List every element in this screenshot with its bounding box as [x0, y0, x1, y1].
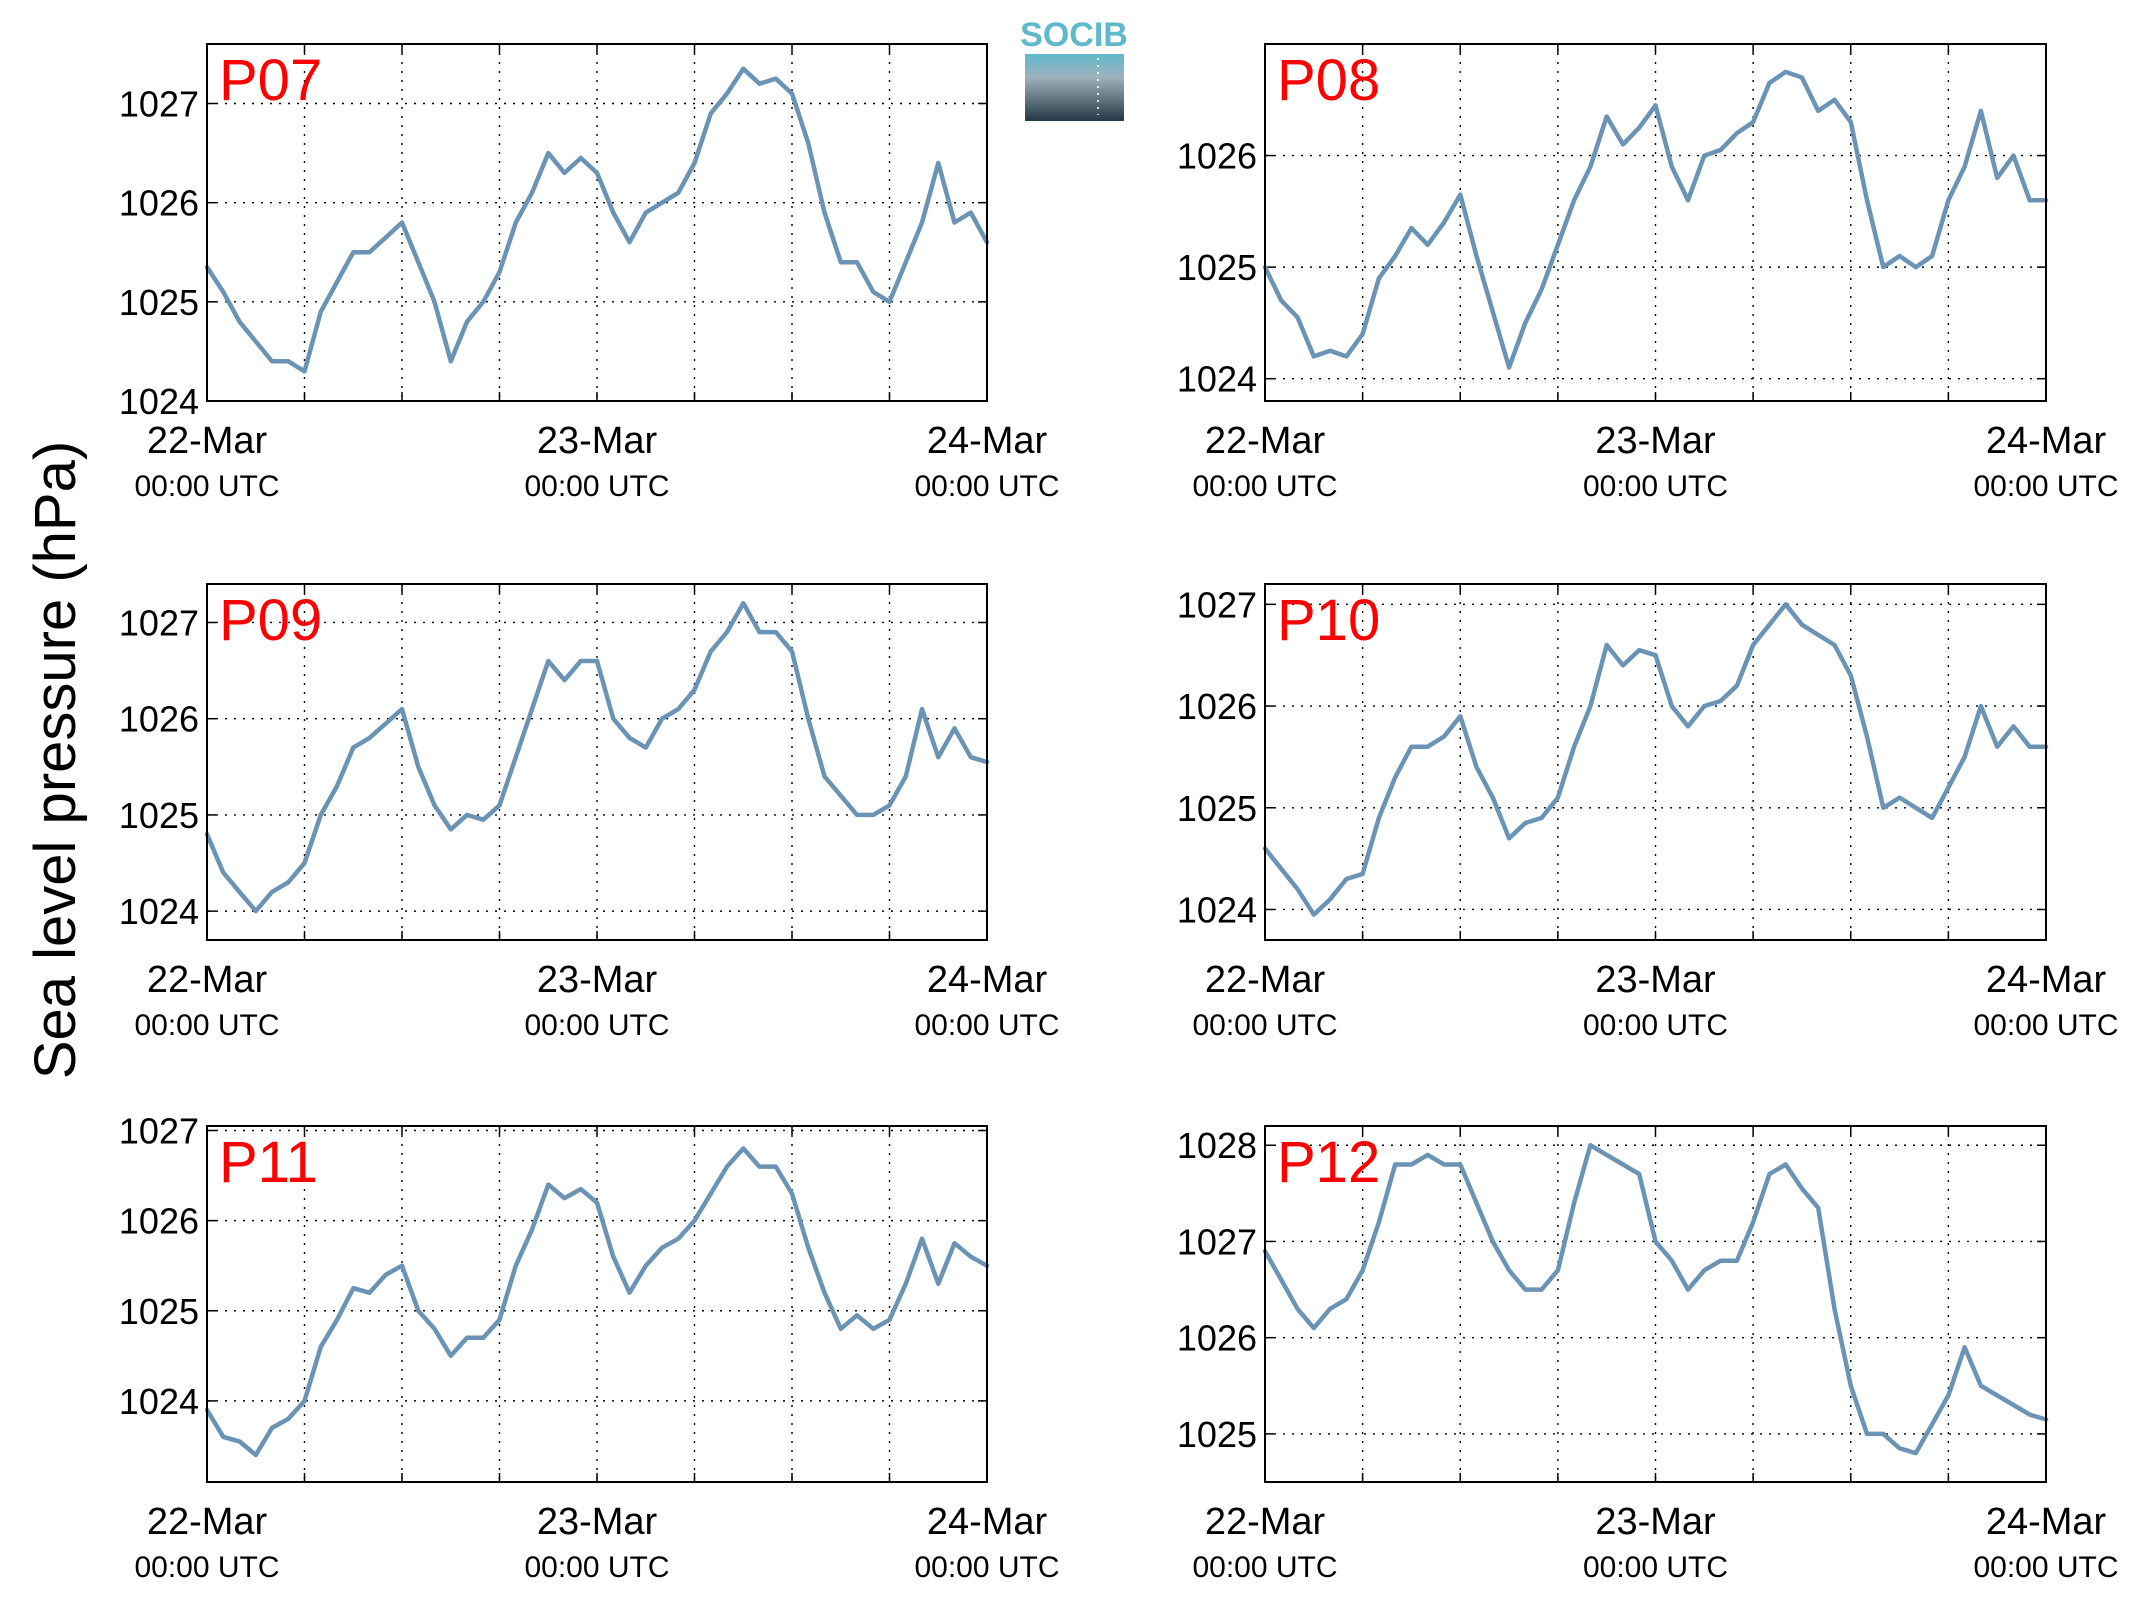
y-tick-label: 1024: [1177, 359, 1257, 400]
panel-p09: 1024 1025 1026 1027 22-Mar 00:00 UTC 23-Mar 00:…: [119, 583, 1060, 1042]
y-axis-label: Sea level pressure (hPa): [23, 441, 88, 1079]
series-line-p08: [1262, 69, 2049, 370]
x-tick-label-time: 00:00 UTC: [914, 1551, 1059, 1584]
panel-title: P11: [219, 1130, 318, 1195]
y-tick-label: 1025: [1177, 247, 1257, 288]
y-tick-label: 1024: [119, 1381, 199, 1422]
y-tick-label: 1026: [1177, 136, 1257, 177]
x-tick-label-date: 24-Mar: [927, 420, 1048, 462]
y-tick-label: 1027: [119, 602, 199, 643]
x-tick-label-time: 00:00 UTC: [1192, 1009, 1337, 1042]
y-tick-label: 1025: [119, 282, 199, 323]
panel-title: P09: [219, 588, 322, 653]
panel-p12: 1025 1026 1027 1028 22-Mar 00:00 UTC 23-Mar 00:…: [1177, 1125, 2119, 1584]
panel-p10: 1024 1025 1026 1027 22-Mar 00:00 UTC 23-Mar 00:…: [1177, 583, 2119, 1042]
x-tick-label-time: 00:00 UTC: [134, 1551, 279, 1584]
y-tick-label: 1028: [1177, 1125, 1257, 1166]
plot-frame: [1264, 1125, 2047, 1483]
x-tick-label-date: 22-Mar: [1205, 959, 1326, 1001]
series-line-p07: [204, 66, 990, 374]
y-tick-label: 1025: [1177, 1414, 1257, 1455]
x-tick-label-date: 24-Mar: [927, 959, 1048, 1001]
series-line-p10: [1262, 602, 2049, 917]
logo-block: [1025, 54, 1124, 121]
panel-title: P10: [1277, 588, 1380, 653]
series-line-p09: [204, 600, 990, 914]
y-tick-label: 1025: [1177, 788, 1257, 829]
x-tick-label-time: 00:00 UTC: [1973, 1551, 2118, 1584]
x-tick-label-time: 00:00 UTC: [914, 1009, 1059, 1042]
x-tick-label-time: 00:00 UTC: [134, 1009, 279, 1042]
x-tick-label-time: 00:00 UTC: [524, 1009, 669, 1042]
plot-frame: [1264, 583, 2047, 941]
x-tick-label-time: 00:00 UTC: [1192, 470, 1337, 503]
x-tick-label-time: 00:00 UTC: [1583, 470, 1728, 503]
x-tick-label-time: 00:00 UTC: [524, 1551, 669, 1584]
y-tick-label: 1027: [119, 84, 199, 125]
y-tick-label: 1025: [119, 1291, 199, 1332]
y-tick-label: 1026: [1177, 686, 1257, 727]
x-tick-label-time: 00:00 UTC: [914, 470, 1059, 503]
socib-logo: SOCIB: [1020, 16, 1128, 121]
y-tick-label: 1024: [119, 381, 199, 422]
x-tick-label-date: 24-Mar: [1986, 959, 2107, 1001]
x-tick-label-date: 22-Mar: [1205, 420, 1326, 462]
y-tick-label: 1027: [1177, 1221, 1257, 1262]
logo-text: SOCIB: [1020, 16, 1128, 54]
plot-frame: [206, 1125, 988, 1483]
x-tick-label-date: 22-Mar: [147, 1501, 268, 1543]
plot-frame: [206, 43, 988, 402]
y-tick-label: 1025: [119, 795, 199, 836]
series-line-p11: [204, 1146, 990, 1458]
x-tick-label-date: 23-Mar: [537, 1501, 658, 1543]
panel-title: P08: [1277, 48, 1380, 113]
plot-frame: [1264, 43, 2047, 402]
panel-title: P07: [219, 48, 322, 113]
y-tick-label: 1027: [119, 1111, 199, 1152]
x-tick-label-time: 00:00 UTC: [524, 470, 669, 503]
x-tick-label-date: 23-Mar: [1595, 1501, 1716, 1543]
y-tick-label: 1026: [1177, 1318, 1257, 1359]
panel-title: P12: [1277, 1130, 1380, 1195]
panels-group: 1024 1025 1026 1027 22-Mar 00:00 UTC 23-Mar 00:…: [119, 43, 2119, 1584]
y-tick-label: 1026: [119, 1201, 199, 1242]
x-tick-label-time: 00:00 UTC: [1973, 1009, 2118, 1042]
panel-p11: 1024 1025 1026 1027 22-Mar 00:00 UTC 23-Mar 00:…: [119, 1111, 1060, 1584]
x-tick-label-date: 24-Mar: [1986, 1501, 2107, 1543]
panel-p08: 1024 1025 1026 22-Mar 00:00 UTC 23-Mar 00:00 U…: [1177, 43, 2119, 503]
x-tick-label-date: 23-Mar: [1595, 420, 1716, 462]
y-tick-label: 1027: [1177, 584, 1257, 625]
x-tick-label-time: 00:00 UTC: [1192, 1551, 1337, 1584]
x-tick-label-date: 23-Mar: [537, 420, 658, 462]
y-tick-label: 1026: [119, 183, 199, 224]
x-tick-label-date: 22-Mar: [147, 420, 268, 462]
x-tick-label-time: 00:00 UTC: [1583, 1551, 1728, 1584]
y-tick-label: 1024: [1177, 889, 1257, 930]
x-tick-label-date: 22-Mar: [147, 959, 268, 1001]
y-tick-label: 1026: [119, 699, 199, 740]
x-tick-label-date: 22-Mar: [1205, 1501, 1326, 1543]
x-tick-label-time: 00:00 UTC: [134, 470, 279, 503]
x-tick-label-date: 23-Mar: [1595, 959, 1716, 1001]
x-tick-label-time: 00:00 UTC: [1583, 1009, 1728, 1042]
panel-p07: 1024 1025 1026 1027 22-Mar 00:00 UTC 23-Mar 00:…: [119, 43, 1060, 503]
plot-frame: [206, 583, 988, 941]
x-tick-label-date: 23-Mar: [537, 959, 658, 1001]
series-line-p12: [1262, 1142, 2049, 1456]
x-tick-label-date: 24-Mar: [927, 1501, 1048, 1543]
x-tick-label-date: 24-Mar: [1986, 420, 2107, 462]
x-tick-label-time: 00:00 UTC: [1973, 470, 2118, 503]
y-tick-label: 1024: [119, 891, 199, 932]
